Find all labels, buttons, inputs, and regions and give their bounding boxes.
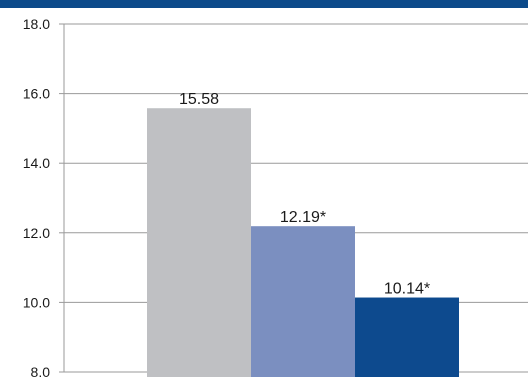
data-label-1: 15.58 bbox=[179, 91, 219, 108]
y-tick-label: 16.0 bbox=[23, 86, 50, 102]
bar-3 bbox=[355, 297, 459, 377]
y-tick-label: 18.0 bbox=[23, 16, 50, 32]
bar-1 bbox=[147, 108, 251, 377]
bar-2 bbox=[251, 226, 355, 377]
y-tick-label: 10.0 bbox=[23, 294, 50, 310]
data-label-2: 12.19* bbox=[280, 209, 326, 226]
y-tick-label: 8.0 bbox=[31, 364, 51, 377]
header-bar bbox=[0, 0, 528, 8]
data-label-3: 10.14* bbox=[384, 281, 430, 298]
y-tick-label: 12.0 bbox=[23, 225, 50, 241]
y-tick-label: 14.0 bbox=[23, 155, 50, 171]
